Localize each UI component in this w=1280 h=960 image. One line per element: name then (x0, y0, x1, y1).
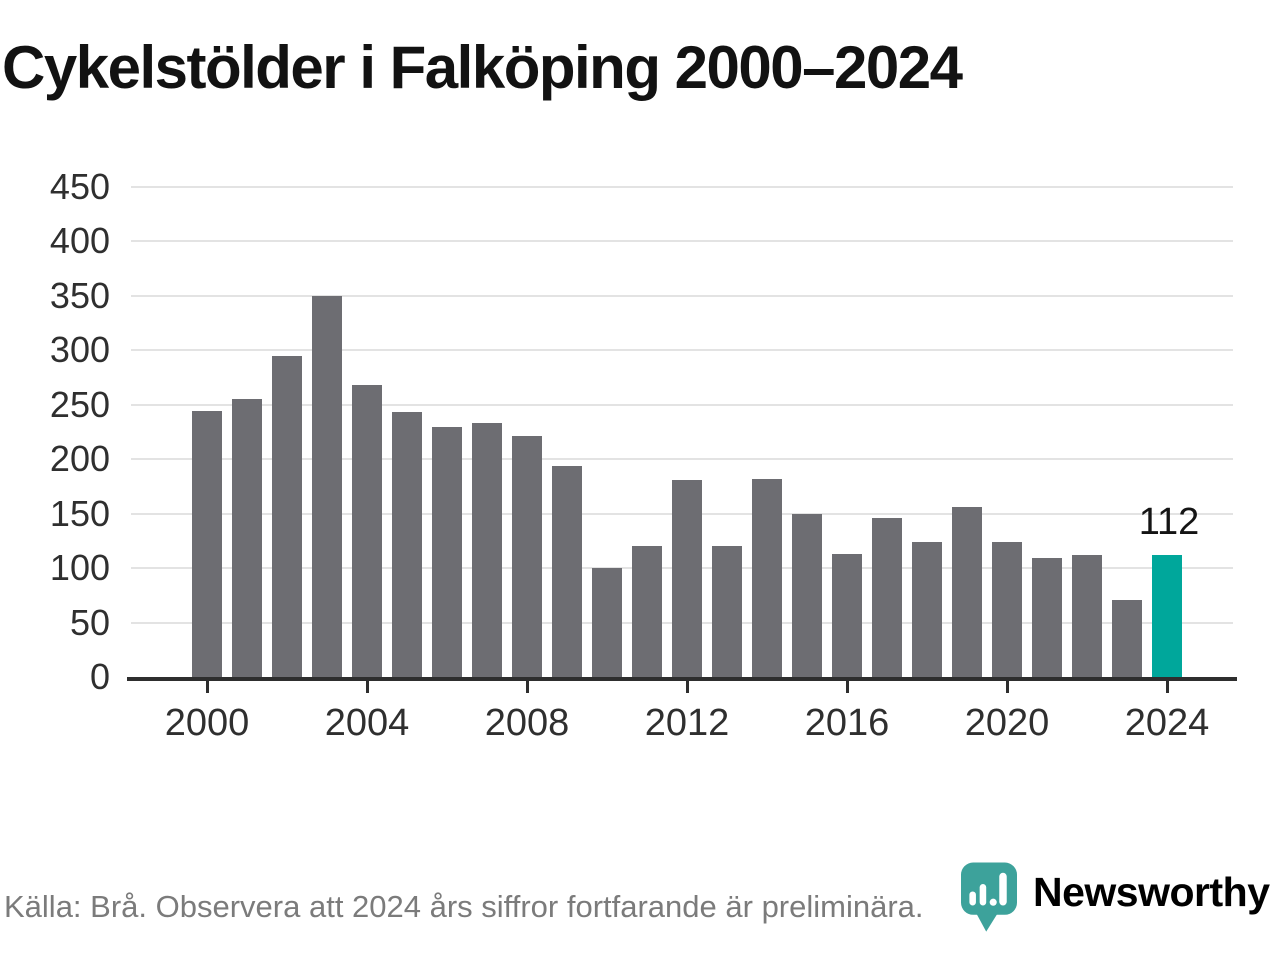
gridline-200 (131, 458, 1233, 461)
y-axis-label-100: 100 (49, 547, 110, 589)
bar-2004 (352, 385, 382, 677)
bar-2022 (1072, 555, 1102, 677)
x-axis-tick-2004 (365, 681, 369, 693)
bar-2017 (872, 518, 902, 677)
bar-2019 (952, 507, 982, 677)
x-axis-tick-2000 (205, 681, 209, 693)
bar-2006 (432, 426, 462, 677)
y-axis-label-50: 50 (69, 601, 110, 643)
gridline-250 (131, 403, 1233, 406)
gridline-450 (131, 186, 1233, 188)
y-axis-label-450: 450 (49, 166, 110, 207)
y-axis-label-400: 400 (49, 220, 110, 262)
bar-2011 (632, 546, 662, 677)
x-axis-tick-2008 (525, 681, 529, 693)
x-axis-tick-2020 (1005, 681, 1009, 693)
x-axis-label-2008: 2008 (484, 702, 570, 744)
gridline-300 (131, 349, 1233, 352)
bar-2010 (592, 568, 622, 677)
bar-2015 (792, 513, 822, 677)
x-axis-label-2024: 2024 (1124, 702, 1210, 744)
bar-2012 (672, 479, 702, 677)
bar-2000 (192, 411, 222, 677)
bar-2009 (552, 465, 582, 677)
bar-2008 (512, 436, 542, 677)
bar-2002 (272, 355, 302, 677)
bar-2003 (312, 295, 342, 677)
bar-2013 (712, 546, 742, 677)
y-axis-label-350: 350 (49, 274, 110, 316)
x-axis-label-2020: 2020 (964, 702, 1050, 744)
y-axis-label-200: 200 (49, 438, 110, 480)
x-axis-label-2000: 2000 (164, 702, 250, 744)
x-axis-label-2004: 2004 (324, 702, 410, 744)
y-axis-label-150: 150 (49, 492, 110, 534)
bar-2001 (232, 399, 262, 677)
bar-2021 (1032, 558, 1062, 677)
gridline-400 (131, 240, 1233, 243)
y-axis-label-250: 250 (49, 383, 110, 425)
x-axis-tick-2012 (685, 681, 689, 693)
x-axis-line (127, 677, 1237, 681)
newsworthy-logo: Newsworthy (961, 862, 1276, 938)
bar-2023 (1112, 599, 1142, 677)
y-axis-label-300: 300 (49, 329, 110, 371)
highlight-value-label: 112 (1138, 501, 1200, 544)
x-axis-tick-2016 (845, 681, 849, 693)
page-title: Cykelstölder i Falköping 2000–2024 (2, 34, 963, 101)
x-axis-label-2012: 2012 (644, 702, 730, 744)
x-axis-tick-2024 (1165, 681, 1169, 693)
x-axis-label-2016: 2016 (804, 702, 890, 744)
bar-2020 (992, 541, 1022, 677)
gridline-350 (131, 294, 1233, 297)
bar-2007 (472, 423, 502, 677)
source-note: Källa: Brå. Observera att 2024 års siffr… (4, 889, 924, 924)
bar-2024 (1152, 555, 1182, 677)
y-axis-label-0: 0 (89, 656, 110, 697)
bar-2014 (752, 478, 782, 677)
bar-2016 (832, 553, 862, 677)
bar-2018 (912, 541, 942, 677)
newsworthy-logo-icon (961, 862, 1017, 932)
bar-2005 (392, 412, 422, 677)
newsworthy-logo-text: Newsworthy (1033, 869, 1270, 915)
